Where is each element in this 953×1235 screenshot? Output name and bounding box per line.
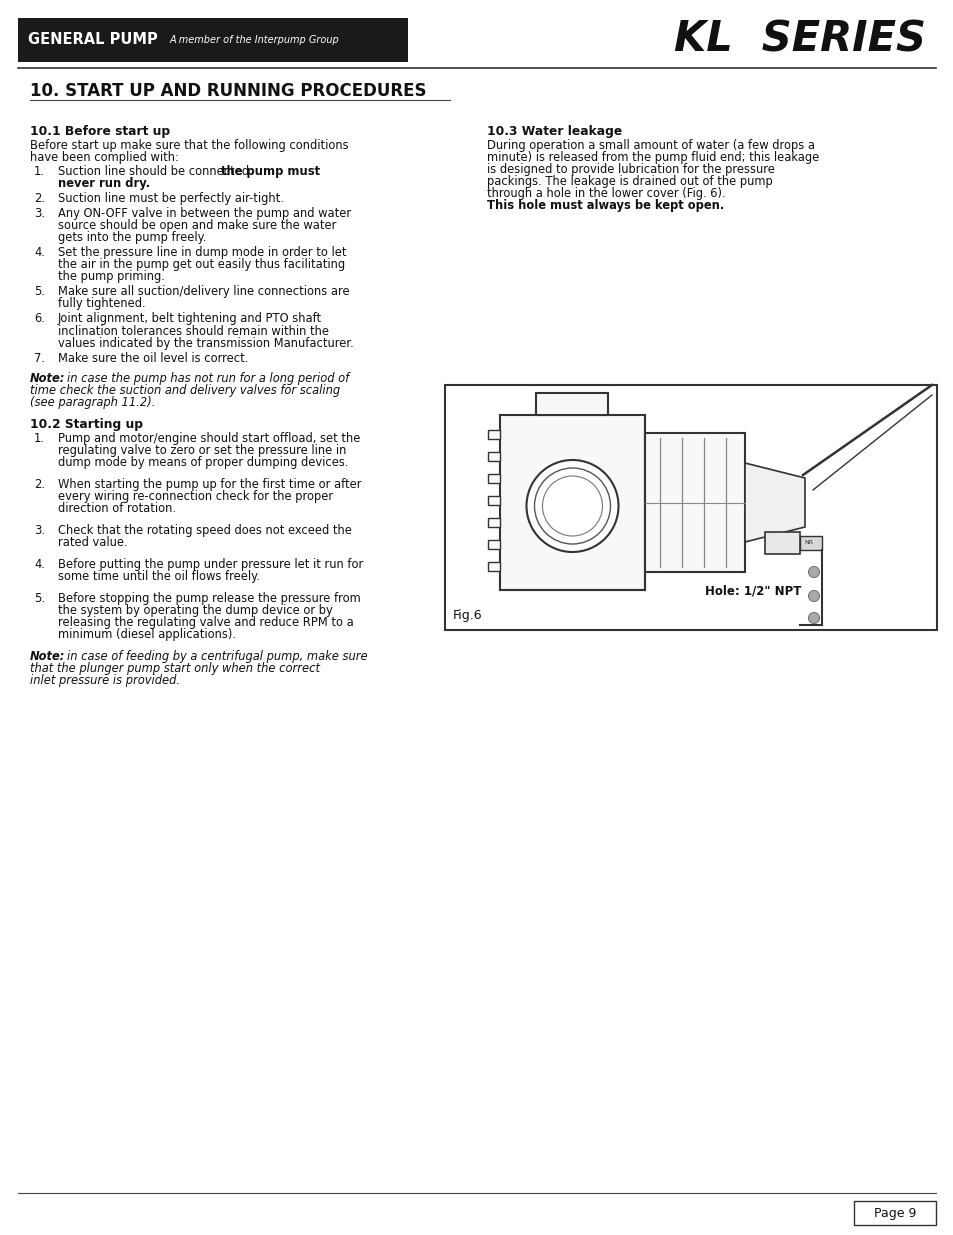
Polygon shape	[744, 463, 804, 542]
Text: that the plunger pump start only when the correct: that the plunger pump start only when th…	[30, 662, 319, 676]
Text: 3.: 3.	[34, 207, 45, 220]
Text: through a hole in the lower cover (Fig. 6).: through a hole in the lower cover (Fig. …	[486, 188, 725, 200]
Text: values indicated by the transmission Manufacturer.: values indicated by the transmission Man…	[58, 337, 354, 350]
Text: This hole must always be kept open.: This hole must always be kept open.	[486, 199, 723, 212]
Text: never run dry.: never run dry.	[58, 177, 150, 190]
Text: 3.: 3.	[34, 524, 45, 537]
Text: the pump must: the pump must	[221, 165, 320, 178]
Text: minute) is released from the pump fluid end; this leakage: minute) is released from the pump fluid …	[486, 151, 819, 164]
Text: 5.: 5.	[34, 285, 45, 299]
Text: packings. The leakage is drained out of the pump: packings. The leakage is drained out of …	[486, 175, 772, 188]
Text: Fig.6: Fig.6	[453, 609, 482, 622]
Text: Hole: 1/2" NPT: Hole: 1/2" NPT	[704, 584, 801, 598]
Circle shape	[542, 475, 602, 536]
Text: Note:: Note:	[30, 651, 66, 663]
Bar	[18, 19, 408, 62]
Bar	[488, 496, 499, 505]
Text: 2.: 2.	[34, 193, 45, 205]
Text: 2.: 2.	[34, 478, 45, 490]
Text: NR: NR	[803, 541, 812, 546]
Bar	[853, 1200, 935, 1225]
Bar	[488, 430, 499, 438]
Circle shape	[807, 567, 819, 578]
Text: Make sure all suction/delivery line connections are: Make sure all suction/delivery line conn…	[58, 285, 349, 299]
Text: 1.: 1.	[34, 165, 45, 178]
Text: Before stopping the pump release the pressure from: Before stopping the pump release the pre…	[58, 592, 360, 605]
Text: Check that the rotating speed does not exceed the: Check that the rotating speed does not e…	[58, 524, 352, 537]
Text: Suction line should be connected:: Suction line should be connected:	[58, 165, 256, 178]
Text: 10.2 Starting up: 10.2 Starting up	[30, 417, 143, 431]
Bar	[800, 536, 821, 550]
Text: the pump priming.: the pump priming.	[58, 270, 165, 283]
Text: 10.1 Before start up: 10.1 Before start up	[30, 125, 170, 138]
Text: Make sure the oil level is correct.: Make sure the oil level is correct.	[58, 352, 248, 364]
Text: fully tightened.: fully tightened.	[58, 298, 146, 310]
Bar	[499, 415, 644, 590]
Text: releasing the regulating valve and reduce RPM to a: releasing the regulating valve and reduc…	[58, 616, 354, 629]
Text: Before start up make sure that the following conditions: Before start up make sure that the follo…	[30, 140, 348, 152]
Text: 5.: 5.	[34, 592, 45, 605]
Text: have been complied with:: have been complied with:	[30, 151, 179, 164]
Bar	[764, 532, 800, 555]
Text: inclination tolerances should remain within the: inclination tolerances should remain wit…	[58, 325, 329, 337]
Text: the air in the pump get out easily thus facilitating: the air in the pump get out easily thus …	[58, 258, 345, 272]
Text: in case the pump has not run for a long period of: in case the pump has not run for a long …	[67, 372, 349, 384]
Text: 6.: 6.	[34, 312, 45, 326]
Bar	[536, 393, 608, 415]
Text: 1.: 1.	[34, 432, 45, 445]
Text: rated value.: rated value.	[58, 536, 128, 550]
Text: When starting the pump up for the first time or after: When starting the pump up for the first …	[58, 478, 361, 490]
Text: Any ON-OFF valve in between the pump and water: Any ON-OFF valve in between the pump and…	[58, 207, 351, 220]
Circle shape	[807, 590, 819, 601]
Bar	[488, 562, 499, 571]
Text: Set the pressure line in dump mode in order to let: Set the pressure line in dump mode in or…	[58, 246, 346, 259]
Text: is designed to provide lubrication for the pressure: is designed to provide lubrication for t…	[486, 163, 774, 177]
Bar	[488, 517, 499, 527]
Text: 4.: 4.	[34, 558, 45, 571]
Text: 10.3 Water leakage: 10.3 Water leakage	[486, 125, 621, 138]
Text: GENERAL PUMP: GENERAL PUMP	[28, 32, 157, 47]
Text: Joint alignment, belt tightening and PTO shaft: Joint alignment, belt tightening and PTO…	[58, 312, 322, 326]
Bar	[488, 540, 499, 550]
Text: inlet pressure is provided.: inlet pressure is provided.	[30, 674, 180, 688]
Text: some time until the oil flows freely.: some time until the oil flows freely.	[58, 571, 259, 583]
Text: gets into the pump freely.: gets into the pump freely.	[58, 231, 206, 245]
Bar	[444, 385, 936, 630]
Text: time check the suction and delivery valves for scaling: time check the suction and delivery valv…	[30, 384, 340, 396]
Text: Page 9: Page 9	[873, 1207, 915, 1219]
Text: the system by operating the dump device or by: the system by operating the dump device …	[58, 604, 333, 618]
Text: regulating valve to zero or set the pressure line in: regulating valve to zero or set the pres…	[58, 443, 346, 457]
Bar	[488, 474, 499, 483]
Text: 10. START UP AND RUNNING PROCEDURES: 10. START UP AND RUNNING PROCEDURES	[30, 82, 426, 100]
Text: source should be open and make sure the water: source should be open and make sure the …	[58, 220, 336, 232]
Text: Note:: Note:	[30, 372, 66, 384]
Text: dump mode by means of proper dumping devices.: dump mode by means of proper dumping dev…	[58, 456, 348, 469]
Circle shape	[807, 613, 819, 624]
Bar	[488, 452, 499, 461]
Text: every wiring re-connection check for the proper: every wiring re-connection check for the…	[58, 490, 333, 503]
Text: minimum (diesel applications).: minimum (diesel applications).	[58, 629, 235, 641]
Text: 4.: 4.	[34, 246, 45, 259]
Text: 7.: 7.	[34, 352, 45, 364]
Text: Suction line must be perfectly air-tight.: Suction line must be perfectly air-tight…	[58, 193, 284, 205]
Bar	[644, 433, 744, 572]
Text: A member of the Interpump Group: A member of the Interpump Group	[170, 35, 339, 44]
Circle shape	[534, 468, 610, 543]
Text: direction of rotation.: direction of rotation.	[58, 501, 175, 515]
Text: KL  SERIES: KL SERIES	[673, 19, 925, 61]
Text: Pump and motor/engine should start offload, set the: Pump and motor/engine should start offlo…	[58, 432, 360, 445]
Text: in case of feeding by a centrifugal pump, make sure: in case of feeding by a centrifugal pump…	[67, 651, 367, 663]
Text: (see paragraph 11.2).: (see paragraph 11.2).	[30, 395, 155, 409]
Text: During operation a small amount of water (a few drops a: During operation a small amount of water…	[486, 140, 814, 152]
Text: Before putting the pump under pressure let it run for: Before putting the pump under pressure l…	[58, 558, 363, 571]
Circle shape	[526, 459, 618, 552]
